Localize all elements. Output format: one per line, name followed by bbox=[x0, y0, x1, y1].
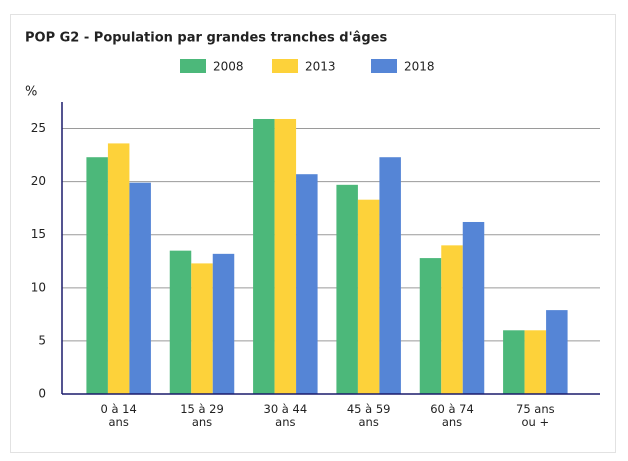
bar bbox=[546, 310, 568, 394]
legend-swatch bbox=[371, 59, 397, 73]
bar bbox=[336, 184, 358, 394]
legend-label: 2008 bbox=[213, 60, 244, 74]
bar bbox=[462, 221, 485, 394]
legend-label: 2013 bbox=[305, 60, 336, 74]
bar bbox=[274, 118, 297, 395]
legend-swatch bbox=[272, 59, 298, 73]
y-tick-label: 5 bbox=[38, 333, 46, 347]
chart-title: POP G2 - Population par grandes tranches… bbox=[25, 31, 387, 46]
x-tick-label: 75 ans ou + bbox=[516, 402, 555, 429]
y-tick-label: 15 bbox=[31, 227, 46, 241]
bar bbox=[86, 157, 108, 394]
bar bbox=[419, 258, 442, 394]
bar bbox=[503, 330, 525, 394]
bar bbox=[212, 253, 235, 394]
bar bbox=[296, 174, 318, 394]
y-tick-label: 25 bbox=[31, 121, 46, 135]
bar bbox=[441, 245, 463, 394]
card bbox=[10, 14, 616, 453]
bar bbox=[191, 263, 213, 394]
y-tick-label: 10 bbox=[31, 280, 46, 294]
legend-label: 2018 bbox=[404, 60, 435, 74]
x-tick-label: 0 à 14 ans bbox=[100, 402, 137, 429]
y-tick-label: 0 bbox=[38, 387, 46, 401]
bar bbox=[524, 330, 547, 394]
x-tick-label: 60 à 74 ans bbox=[430, 402, 474, 429]
bar bbox=[253, 118, 275, 395]
y-tick-label: 20 bbox=[31, 174, 46, 188]
legend-swatch bbox=[180, 59, 206, 73]
x-tick-label: 30 à 44 ans bbox=[263, 402, 308, 429]
bar bbox=[357, 199, 380, 394]
bar bbox=[169, 250, 192, 394]
bar bbox=[107, 143, 130, 394]
bar bbox=[129, 182, 151, 394]
x-tick-label: 45 à 59 ans bbox=[346, 402, 391, 429]
bar bbox=[379, 157, 401, 394]
y-axis-label: % bbox=[25, 85, 37, 100]
x-tick-label: 15 à 29 ans bbox=[180, 402, 224, 429]
